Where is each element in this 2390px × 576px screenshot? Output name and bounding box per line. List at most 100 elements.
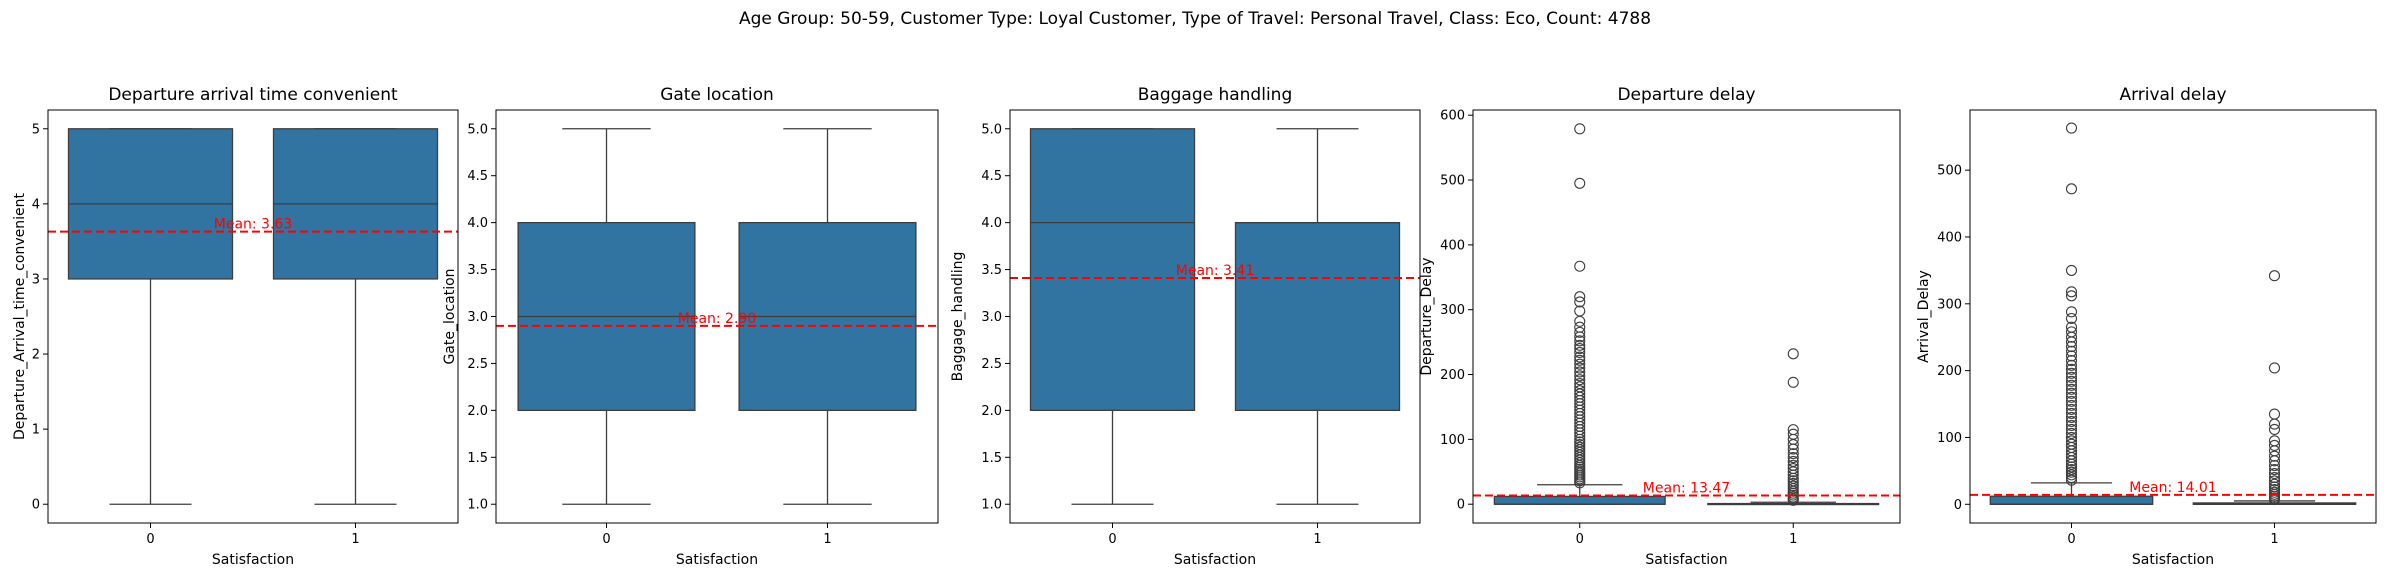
panel-title: Arrival delay	[2119, 85, 2226, 105]
y-tick-label: 500	[1440, 174, 1465, 189]
y-tick-label: 2.0	[467, 404, 488, 419]
outlier-point	[2065, 122, 2078, 134]
outlier-point	[1787, 443, 1799, 455]
axes-frame	[47, 109, 459, 524]
outlier-point	[2065, 403, 2078, 415]
y-tick-label: 4.0	[467, 216, 488, 231]
axes-frame	[1472, 109, 1901, 524]
outlier-point	[1787, 438, 1799, 451]
outlier-point	[1574, 374, 1586, 386]
outlier-point	[1574, 346, 1586, 359]
x-axis-label: Satisfaction	[676, 552, 758, 568]
y-axis-label: Departure_Delay	[1419, 257, 1435, 375]
y-tick-label: 1.5	[981, 451, 1002, 466]
y-tick-label: 0	[32, 498, 40, 513]
mean-label: Mean: 13.47	[1643, 480, 1730, 496]
outlier-point	[1574, 315, 1586, 327]
outlier-point	[1787, 448, 1799, 460]
y-axis-label: Arrival_Delay	[1916, 270, 1932, 363]
y-axis-label: Baggage_handling	[950, 252, 966, 382]
outlier-point	[2268, 423, 2281, 435]
outlier-point	[2065, 290, 2078, 302]
outlier-point	[2065, 355, 2078, 367]
outlier-point	[2065, 306, 2078, 318]
outlier-point	[2065, 415, 2078, 427]
box-1	[2192, 270, 2357, 506]
x-tick-label: 0	[1108, 532, 1116, 547]
outlier-point	[2065, 463, 2078, 476]
box-0	[67, 128, 234, 505]
outlier-point	[2268, 463, 2281, 476]
y-tick-label: 0	[1954, 498, 1962, 513]
outlier-point	[2065, 407, 2078, 419]
outlier-point	[2065, 367, 2078, 379]
outlier-point	[1574, 339, 1586, 351]
outlier-point	[1787, 376, 1799, 388]
outlier-point	[2268, 455, 2281, 467]
outlier-point	[2268, 450, 2281, 462]
outlier-point	[2065, 183, 2078, 195]
y-tick-label: 1.0	[981, 498, 1002, 513]
outlier-point	[1574, 296, 1586, 308]
outlier-point	[1787, 466, 1799, 478]
outlier-point	[1574, 354, 1586, 366]
outlier-point	[2065, 336, 2078, 348]
x-tick-label: 1	[1789, 532, 1797, 547]
outlier-point	[1574, 362, 1586, 374]
outlier-point	[2065, 345, 2078, 357]
outlier-point	[2065, 387, 2078, 399]
x-tick-label: 1	[823, 532, 831, 547]
outlier-point	[2065, 474, 2078, 486]
y-tick-label: 5	[32, 122, 40, 137]
mean-label: Mean: 2.90	[678, 311, 756, 327]
outlier-point	[1574, 366, 1586, 378]
outlier-point	[2065, 451, 2078, 464]
box-0	[1989, 122, 2154, 505]
y-tick-label: 1	[32, 423, 40, 438]
outlier-point	[2268, 418, 2281, 430]
box-plot-panel-3: Departure delay Mean: 13.47 0 100 200 300 400 5…	[1419, 85, 1901, 568]
outlier-point	[2268, 439, 2281, 452]
outlier-point	[2065, 375, 2078, 387]
y-tick-label: 2.5	[981, 357, 1002, 372]
x-tick-label: 0	[1576, 532, 1584, 547]
y-tick-label: 5.0	[467, 122, 488, 137]
y-tick-label: 3	[32, 272, 40, 287]
outlier-point	[2065, 461, 2078, 473]
figure-suptitle: Age Group: 50-59, Customer Type: Loyal C…	[739, 9, 1651, 29]
outlier-point	[2065, 391, 2078, 403]
x-axis-label: Satisfaction	[1174, 552, 1256, 568]
outlier-point	[2065, 264, 2078, 276]
y-axis-label: Departure_Arrival_time_convenient	[12, 193, 28, 440]
panel-title: Baggage handling	[1138, 85, 1293, 105]
box-plot-panel-0: Departure arrival time convenient Mean: 3…	[12, 85, 459, 568]
y-tick-label: 300	[1937, 297, 1962, 312]
outlier-point	[2065, 286, 2078, 298]
outlier-point	[1787, 480, 1799, 492]
x-axis-label: Satisfaction	[212, 552, 294, 568]
outlier-point	[2065, 359, 2078, 371]
box-0	[1493, 123, 1666, 505]
outlier-point	[2065, 331, 2078, 343]
box-plot-panel-4: Arrival delay Mean: 14.01 0 100 200 300 400 500…	[1916, 85, 2377, 568]
outlier-point	[2268, 475, 2281, 487]
outlier-point	[1574, 177, 1586, 189]
outlier-point	[2065, 312, 2078, 325]
x-tick-label: 0	[602, 532, 610, 547]
x-axis-label: Satisfaction	[1645, 552, 1727, 568]
y-tick-label: 600	[1440, 109, 1465, 124]
outlier-point	[1574, 326, 1586, 338]
outlier-point	[2065, 423, 2078, 435]
y-tick-label: 200	[1440, 368, 1465, 383]
outlier-point	[1574, 454, 1586, 466]
outlier-point	[2065, 427, 2078, 439]
y-tick-label: 100	[1440, 433, 1465, 448]
outlier-point	[1574, 260, 1586, 272]
outlier-point	[1574, 305, 1586, 317]
y-tick-label: 0	[1457, 498, 1465, 513]
outlier-point	[2268, 270, 2281, 282]
outlier-point	[1574, 335, 1586, 347]
y-tick-label: 4	[32, 197, 40, 212]
outlier-point	[1787, 469, 1799, 481]
